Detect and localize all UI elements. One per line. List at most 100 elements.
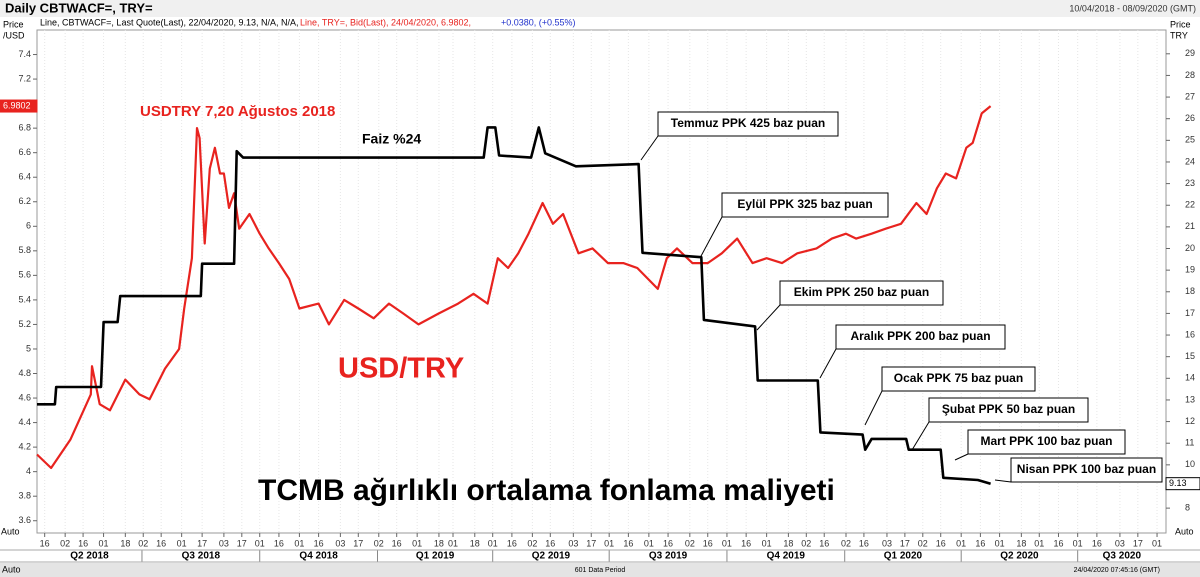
x-tick-label: 01: [294, 538, 304, 548]
callout-box: [928, 397, 1089, 423]
y2-tick-label: 24: [1185, 156, 1195, 166]
quarter-label: Q1 2019: [416, 551, 455, 562]
x-tick-label: 02: [801, 538, 811, 548]
y2-tick-label: 18: [1185, 286, 1195, 296]
x-tick-label: 01: [488, 538, 498, 548]
y2-tick-label: 13: [1185, 394, 1195, 404]
footer-text: 24/04/2020 07:45:16 (GMT): [1074, 567, 1160, 574]
x-tick-label: 03: [219, 538, 229, 548]
x-tick-label: 01: [1034, 538, 1044, 548]
callout-label: Aralık PPK 200 baz puan: [850, 329, 990, 343]
x-tick-label: 16: [1092, 538, 1102, 548]
callout-pointer: [699, 216, 723, 259]
quarter-label: Q4 2019: [767, 551, 806, 562]
y-tick-label: 4.6: [18, 392, 31, 402]
footer-text: Auto: [1, 526, 20, 536]
footer-text: Auto: [1175, 526, 1194, 536]
x-tick-label: 16: [819, 538, 829, 548]
y-tick-label: 4: [26, 466, 31, 476]
annotation: Faiz %24: [362, 131, 421, 147]
callout-box: [779, 280, 944, 306]
x-tick-label: 17: [1133, 538, 1143, 548]
y2-tick-label: 21: [1185, 221, 1195, 231]
quarter-label: Q1 2020: [884, 551, 923, 562]
legend-entry: Line, TRY=, Bid(Last), 24/04/2020, 6.980…: [300, 17, 471, 27]
x-tick-label: 16: [703, 538, 713, 548]
y2-tick-label: 12: [1185, 416, 1195, 426]
callout-label: Şubat PPK 50 baz puan: [942, 402, 1075, 416]
x-tick-label: 16: [507, 538, 517, 548]
quarter-label: Q3 2020: [1103, 551, 1142, 562]
x-tick-label: 16: [156, 538, 166, 548]
x-tick-label: 18: [783, 538, 793, 548]
y2-tick-label: 17: [1185, 308, 1195, 318]
callout-pointer: [640, 135, 659, 161]
last-value-box: [1165, 477, 1200, 491]
header-bar: [0, 0, 1200, 17]
x-tick-label: 01: [956, 538, 966, 548]
y-tick-label: 6.4: [18, 172, 31, 182]
y-tick-label: 6: [26, 221, 31, 231]
callout-pointer: [954, 453, 969, 461]
x-tick-label: 01: [448, 538, 458, 548]
date-range: 10/04/2018 - 08/09/2020 (GMT): [1069, 3, 1196, 13]
x-tick-label: 01: [99, 538, 109, 548]
x-tick-label: 17: [586, 538, 596, 548]
footer-text: 601 Data Period: [575, 567, 626, 574]
footer-bar: [0, 563, 1200, 577]
callout-pointer: [994, 479, 1012, 483]
y2-tick-label: 20: [1185, 243, 1195, 253]
quarter-label: Q3 2018: [182, 551, 221, 562]
callout-box: [881, 366, 1036, 392]
y-tick-label: 3.8: [18, 491, 31, 501]
y2-tick-label: 25: [1185, 135, 1195, 145]
callout-label: Temmuz PPK 425 baz puan: [671, 116, 825, 130]
x-tick-label: 03: [882, 538, 892, 548]
x-tick-label: 16: [623, 538, 633, 548]
x-tick-label: 16: [274, 538, 284, 548]
y2-tick-label: 16: [1185, 329, 1195, 339]
x-tick-label: 01: [995, 538, 1005, 548]
y2-tick-label: 19: [1185, 265, 1195, 275]
x-tick-label: 03: [568, 538, 578, 548]
y2-tick-label: 10: [1185, 459, 1195, 469]
y-tick-label: 6.8: [18, 123, 31, 133]
x-tick-label: 16: [392, 538, 402, 548]
x-tick-label: 16: [936, 538, 946, 548]
annotation: TCMB ağırlıklı ortalama fonlama maliyeti: [258, 474, 835, 507]
y-axis-label: /USD: [3, 30, 25, 40]
y-axis-label: Price: [3, 19, 24, 29]
y-tick-label: 4.4: [18, 417, 31, 427]
y-tick-label: 6.2: [18, 196, 31, 206]
y2-axis-label: TRY: [1170, 30, 1188, 40]
callout-pointer: [864, 390, 883, 426]
y-tick-label: 6.6: [18, 147, 31, 157]
y2-tick-label: 27: [1185, 91, 1195, 101]
x-tick-label: 16: [975, 538, 985, 548]
callout-label: Eylül PPK 325 baz puan: [737, 197, 872, 211]
chart-title: Daily CBTWACF=, TRY=: [5, 0, 153, 15]
y-tick-label: 4.8: [18, 368, 31, 378]
y2-tick-label: 14: [1185, 373, 1195, 383]
x-tick-label: 16: [1053, 538, 1063, 548]
footer-text: Auto: [2, 564, 21, 574]
callout-label: Ekim PPK 250 baz puan: [794, 285, 929, 299]
quarter-label: Q2 2019: [532, 551, 571, 562]
x-tick-label: 02: [60, 538, 70, 548]
x-tick-label: 16: [545, 538, 555, 548]
x-tick-label: 01: [255, 538, 265, 548]
x-tick-label: 01: [762, 538, 772, 548]
y2-tick-label: 28: [1185, 70, 1195, 80]
y2-tick-label: 26: [1185, 113, 1195, 123]
x-tick-label: 16: [859, 538, 869, 548]
callout-box: [721, 192, 889, 218]
quarter-label: Q3 2019: [649, 551, 688, 562]
callout-pointer: [819, 348, 837, 379]
x-tick-label: 02: [374, 538, 384, 548]
x-tick-label: 18: [120, 538, 130, 548]
x-tick-label: 02: [138, 538, 148, 548]
series-line: [36, 105, 992, 470]
quarter-label: Q2 2018: [70, 551, 109, 562]
annotation: USDTRY 7,20 Ağustos 2018: [140, 103, 335, 120]
